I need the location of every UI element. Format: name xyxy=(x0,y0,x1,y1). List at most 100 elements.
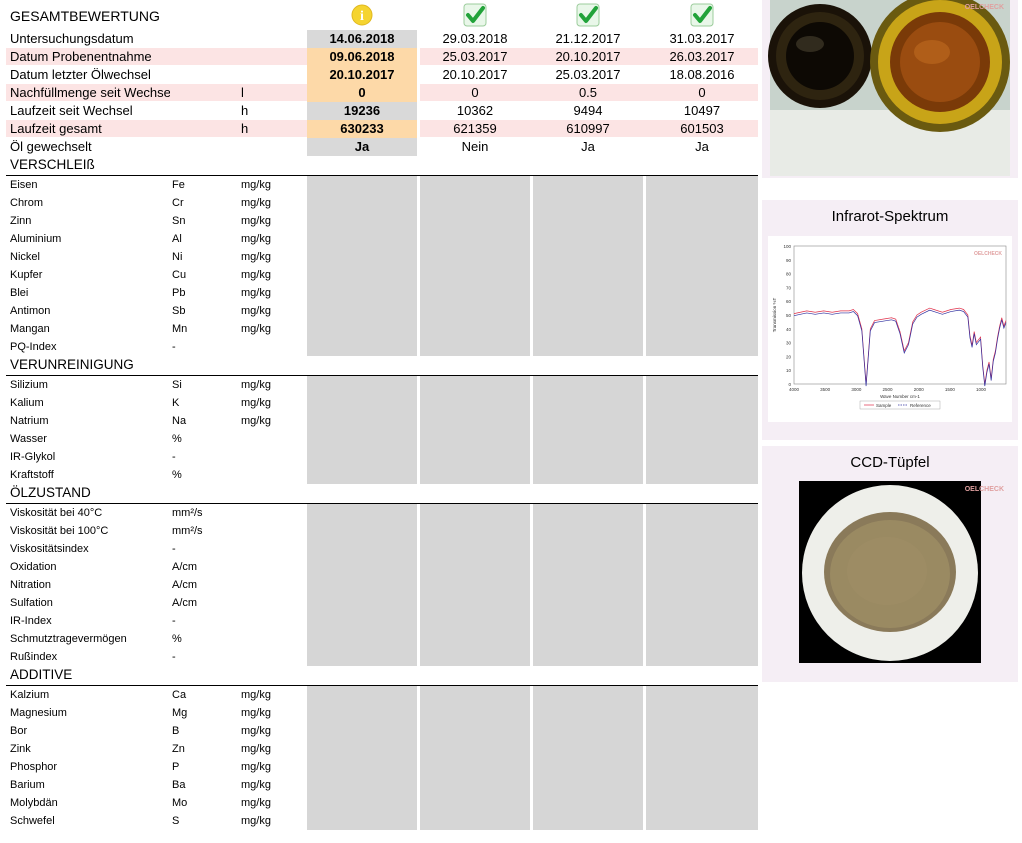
x-tick-label: 1000 xyxy=(976,387,987,392)
cell-divider xyxy=(307,776,417,794)
cell-divider xyxy=(533,776,643,794)
cell-divider xyxy=(420,248,530,266)
parameter-symbol: - xyxy=(172,543,176,555)
y-axis-label: Transmission %T xyxy=(772,297,777,332)
summary-label: Nachfüllmenge seit Wechsel xyxy=(10,85,170,100)
cell-divider xyxy=(307,194,417,212)
cell-divider xyxy=(646,248,758,266)
cell-divider xyxy=(533,612,643,630)
summary-value: Ja xyxy=(307,138,417,156)
cell-divider xyxy=(307,338,417,356)
cell-divider xyxy=(533,466,643,484)
cell-divider xyxy=(420,230,530,248)
cell-divider xyxy=(420,412,530,430)
sidebar: OELCHECK Infrarot-Spektrum 100 90 80 70 60 50… xyxy=(762,0,1018,843)
check-icon xyxy=(462,3,488,27)
cell-divider xyxy=(420,394,530,412)
section-header: VERSCHLEIß xyxy=(6,156,758,176)
parameter-symbol: mm²/s xyxy=(172,507,203,519)
parameter-unit: mg/kg xyxy=(241,323,271,335)
y-tick-label: 100 xyxy=(783,244,791,249)
parameter-symbol: Cr xyxy=(172,197,184,209)
parameter-name: Viskositätsindex xyxy=(10,543,89,555)
ccd-spot-image xyxy=(799,481,981,663)
summary-value: 25.03.2017 xyxy=(442,49,508,64)
cell-divider xyxy=(420,448,530,466)
parameter-symbol: Mn xyxy=(172,323,188,335)
cell-divider xyxy=(646,704,758,722)
summary-row: Datum letzter Ölwechsel 20.10.2017 20.10.2… xyxy=(6,66,758,84)
cell-divider xyxy=(646,412,758,430)
parameter-unit xyxy=(241,466,301,484)
cell-divider xyxy=(533,594,643,612)
table-row: Rußindex-0.2< 0.1< 0.1< 0.1 xyxy=(6,648,758,666)
parameter-unit: mg/kg xyxy=(241,179,271,191)
cell-divider xyxy=(646,430,758,448)
parameter-unit: mg/kg xyxy=(241,287,271,299)
cell-divider xyxy=(420,176,530,194)
info-icon: i xyxy=(349,3,375,27)
parameter-name: Phosphor xyxy=(10,761,58,773)
summary-title: GESAMTBEWERTUNG xyxy=(10,8,160,24)
section-title: VERSCHLEIß xyxy=(10,157,95,172)
cell-divider xyxy=(307,248,417,266)
parameter-name: Schmutztragevermögen xyxy=(10,633,127,645)
row-highlight xyxy=(6,84,307,101)
parameter-name: Zink xyxy=(10,743,31,755)
cell-divider xyxy=(533,630,643,648)
cell-divider xyxy=(646,320,758,338)
parameter-symbol: A/cm xyxy=(172,561,198,573)
x-tick-label: 4000 xyxy=(789,387,800,392)
cell-divider xyxy=(533,540,643,558)
parameter-name: Aluminium xyxy=(10,233,62,245)
table-row: IR-Glykol-negativnegativnegativnegativ xyxy=(6,448,758,466)
parameter-unit xyxy=(241,594,301,612)
x-tick-label: 2500 xyxy=(883,387,894,392)
parameter-unit: mg/kg xyxy=(241,269,271,281)
row-highlight xyxy=(420,48,758,65)
ccd-spot-panel: CCD-Tüpfel OELCHECK xyxy=(762,446,1018,682)
cell-divider xyxy=(307,230,417,248)
parameter-name: Bor xyxy=(10,725,28,737)
cell-divider xyxy=(646,266,758,284)
parameter-symbol: % xyxy=(172,433,182,445)
parameter-name: Kraftstoff xyxy=(10,469,54,481)
cell-divider xyxy=(420,266,530,284)
y-tick-label: 30 xyxy=(786,341,792,346)
summary-unit xyxy=(241,30,301,48)
summary-value: 20.10.2017 xyxy=(555,49,621,64)
table-row: Viskosität bei 100°Cmm²/s11.8911.3611.66… xyxy=(6,522,758,540)
parameter-name: Kalium xyxy=(10,397,44,409)
parameter-unit: mg/kg xyxy=(241,779,271,791)
parameter-unit xyxy=(241,540,301,558)
parameter-unit: mg/kg xyxy=(241,707,271,719)
summary-value: 14.06.2018 xyxy=(307,30,417,48)
summary-row: Nachfüllmenge seit Wechsel l 0 0 0.5 0 xyxy=(6,84,758,102)
cell-divider xyxy=(533,394,643,412)
y-tick-label: 40 xyxy=(786,327,792,332)
cell-divider xyxy=(307,376,417,394)
row-highlight xyxy=(6,48,307,65)
cell-divider xyxy=(533,430,643,448)
cell-divider xyxy=(307,704,417,722)
parameter-unit xyxy=(241,430,301,448)
summary-value: 0 xyxy=(307,84,417,102)
cell-divider xyxy=(533,338,643,356)
oelcheck-logo-ccd: OELCHECK xyxy=(964,486,1004,493)
summary-unit xyxy=(241,48,301,66)
parameter-symbol: Mo xyxy=(172,797,188,809)
parameter-unit: mg/kg xyxy=(241,797,271,809)
summary-label: Laufzeit gesamt xyxy=(10,121,102,136)
summary-value: 630233 xyxy=(307,120,417,138)
cell-divider xyxy=(307,576,417,594)
cell-divider xyxy=(420,758,530,776)
cell-divider xyxy=(420,466,530,484)
cell-divider xyxy=(533,648,643,666)
cell-divider xyxy=(420,194,530,212)
parameter-unit: mg/kg xyxy=(241,233,271,245)
